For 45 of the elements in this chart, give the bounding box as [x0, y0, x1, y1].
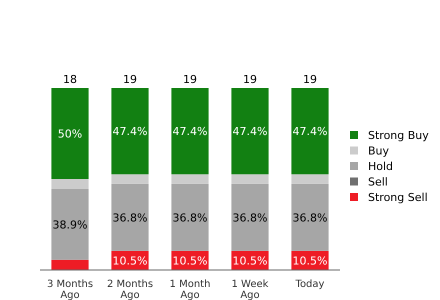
x-tick-label: 3 Months Ago — [46, 279, 94, 300]
data-label: 10.5% — [292, 254, 328, 268]
bar — [51, 260, 89, 270]
data-label: 36.8% — [232, 211, 268, 224]
text: 18 — [63, 73, 77, 86]
data-label: 47.4% — [232, 124, 268, 138]
bar — [231, 88, 269, 174]
data-label: 47.4% — [172, 124, 208, 138]
bar — [171, 174, 209, 184]
legend-label: Strong Sell — [368, 190, 428, 204]
data-label: 10.5% — [172, 254, 208, 268]
bar — [111, 88, 149, 174]
bar — [111, 184, 149, 251]
data-label: 50% — [58, 127, 82, 140]
data-label: 10.5% — [232, 254, 268, 268]
legend-label: Strong Buy — [368, 128, 430, 142]
legend-label: Buy — [368, 144, 390, 158]
x-tick-label: 1 Month Ago — [170, 279, 210, 300]
bar — [111, 174, 149, 184]
bar — [51, 179, 89, 190]
data-label: 10.5% — [112, 254, 148, 268]
bar — [171, 88, 209, 174]
x-tick-label: 2 Months Ago — [106, 279, 154, 300]
x-tick-label: 1 Week Ago — [232, 279, 269, 300]
legend-label: Hold — [368, 160, 394, 173]
bar — [51, 189, 89, 260]
text: 19 — [123, 73, 137, 86]
bar — [51, 88, 89, 179]
bar — [231, 174, 269, 184]
bar — [291, 174, 329, 184]
data-label: 36.8% — [172, 211, 208, 224]
text: 19 — [183, 73, 197, 86]
data-label: 47.4% — [112, 124, 148, 138]
legend-label: Sell — [368, 175, 388, 188]
data-label: 36.8% — [292, 211, 328, 224]
bar — [291, 88, 329, 174]
bar — [171, 184, 209, 251]
data-label: 47.4% — [292, 124, 328, 138]
data-label: 38.9% — [52, 218, 88, 232]
bar — [291, 184, 329, 251]
bar — [231, 184, 269, 251]
text: 19 — [243, 73, 257, 86]
text: 19 — [303, 73, 317, 86]
x-tick-label: Today — [294, 279, 325, 290]
data-label: 36.8% — [112, 211, 148, 224]
